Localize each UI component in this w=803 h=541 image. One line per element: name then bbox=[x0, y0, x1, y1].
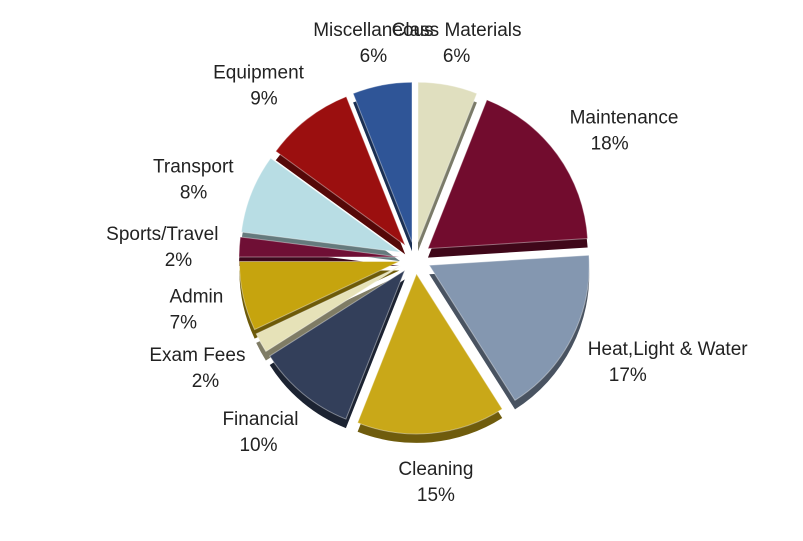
slice-label: Heat,Light & Water 17% bbox=[588, 339, 748, 386]
value-label: 6% bbox=[360, 46, 388, 67]
slice-label: Class Materials 6% bbox=[392, 20, 522, 67]
value-label: 8% bbox=[180, 182, 208, 203]
slice-label: Miscellaneous 6% bbox=[313, 20, 433, 67]
slice bbox=[269, 269, 406, 420]
slice-label: Sports/Travel 2% bbox=[106, 224, 218, 271]
value-label: 2% bbox=[192, 371, 220, 392]
slice-label: Equipment 9% bbox=[213, 63, 305, 110]
category-label: Equipment bbox=[213, 63, 305, 84]
value-label: 17% bbox=[609, 365, 647, 386]
category-label: Maintenance bbox=[570, 108, 679, 129]
slice-label: Cleaning 15% bbox=[398, 459, 473, 506]
slice bbox=[238, 236, 400, 258]
slice-label: Financial 10% bbox=[222, 409, 298, 456]
category-label: Sports/Travel bbox=[106, 224, 218, 245]
slice-label: Transport 8% bbox=[153, 156, 234, 203]
slice bbox=[255, 265, 402, 353]
category-label: Transport bbox=[153, 156, 234, 177]
slice bbox=[427, 99, 589, 250]
value-label: 9% bbox=[250, 89, 278, 110]
slice bbox=[356, 272, 503, 435]
slice bbox=[238, 260, 400, 331]
category-label: Heat,Light & Water bbox=[588, 339, 748, 360]
slice bbox=[240, 157, 401, 253]
value-label: 10% bbox=[239, 435, 277, 456]
category-label: Exam Fees bbox=[149, 345, 245, 366]
slice-label: Maintenance 18% bbox=[570, 108, 679, 155]
category-label: Class Materials bbox=[392, 20, 522, 41]
value-label: 7% bbox=[170, 312, 198, 333]
slice bbox=[428, 254, 590, 402]
slice-label: Admin 7% bbox=[169, 286, 223, 333]
slice bbox=[417, 81, 478, 243]
category-label: Miscellaneous bbox=[313, 20, 433, 41]
slice bbox=[352, 81, 413, 243]
category-label: Financial bbox=[222, 409, 298, 430]
value-label: 2% bbox=[165, 250, 193, 271]
slice bbox=[275, 95, 407, 247]
value-label: 15% bbox=[417, 485, 455, 506]
category-label: Admin bbox=[169, 286, 223, 307]
category-label: Cleaning bbox=[398, 459, 473, 480]
slice-label: Exam Fees 2% bbox=[149, 345, 245, 392]
value-label: 6% bbox=[443, 46, 471, 67]
value-label: 18% bbox=[591, 134, 629, 155]
